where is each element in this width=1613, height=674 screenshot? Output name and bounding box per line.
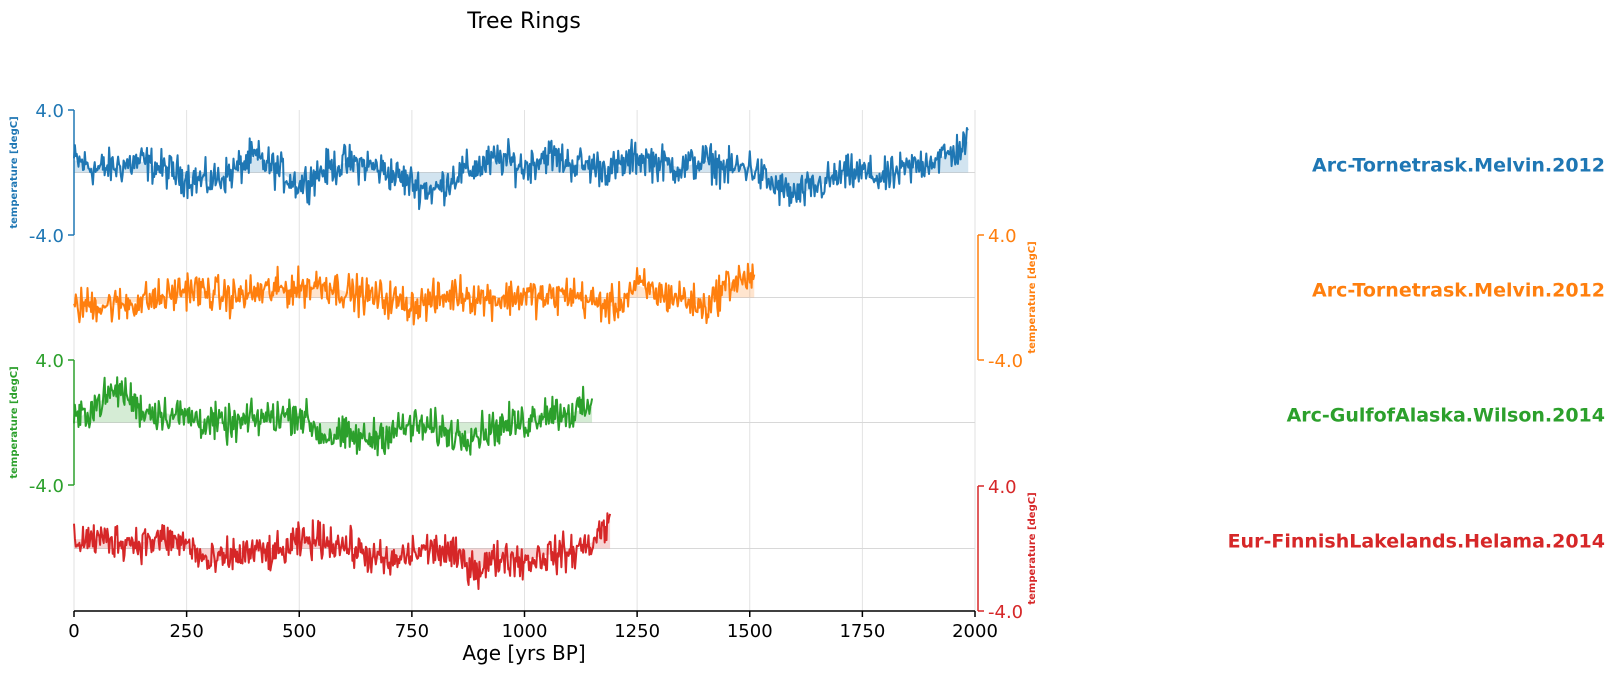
series-trend-fill: [74, 388, 593, 440]
series-line: [73, 127, 969, 211]
x-tick-label: 1000: [502, 621, 548, 642]
series-panel: 4.0 -4.0 temperature [degC] Arc-Tornetrask.…: [73, 226, 1605, 372]
series-line: [73, 262, 756, 326]
series-panel: 4.0 -4.0 temperature [degC] Arc-Tornetrask.…: [9, 101, 1605, 247]
series-name-label: Eur-FinnishLakelands.Helama.2014: [1228, 531, 1605, 553]
panels: 4.0 -4.0 temperature [degC] Arc-Tornetrask.…: [9, 101, 1605, 623]
series-trend-fill: [74, 520, 611, 569]
x-tick-label: 1500: [727, 621, 773, 642]
series-trend-fill: [74, 275, 755, 309]
y-tick-label: -4.0: [988, 351, 1023, 372]
y-tick-label: 4.0: [35, 351, 64, 372]
y-axis-label: temperature [degC]: [9, 116, 20, 228]
grid: [73, 110, 976, 611]
y-tick-label: -4.0: [29, 476, 64, 497]
y-axis-label: temperature [degC]: [1027, 241, 1038, 353]
x-tick-label: 2000: [952, 621, 998, 642]
y-axis-label: temperature [degC]: [9, 366, 20, 478]
x-tick-label: 1750: [839, 621, 885, 642]
x-tick-label: 0: [68, 621, 79, 642]
x-tick-label: 500: [282, 621, 316, 642]
x-tick-label: 250: [169, 621, 203, 642]
y-axis-label: temperature [degC]: [1027, 492, 1038, 604]
series-name-label: Arc-Tornetrask.Melvin.2012: [1312, 280, 1605, 302]
x-axis-label: Age [yrs BP]: [462, 641, 585, 665]
series-panel: 4.0 -4.0 temperature [degC] Arc-GulfofAlask…: [9, 351, 1605, 497]
x-tick-label: 1250: [614, 621, 660, 642]
chart-title: Tree Rings: [466, 9, 581, 34]
y-tick-label: 4.0: [988, 226, 1017, 247]
series-name-label: Arc-Tornetrask.Melvin.2012: [1312, 155, 1605, 177]
series-panel: 4.0 -4.0 temperature [degC] Eur-FinnishLake…: [73, 477, 1605, 623]
series-name-label: Arc-GulfofAlaska.Wilson.2014: [1287, 405, 1605, 427]
x-axis: 0 250 500 750 1000 1250 1500 1750 2000: [68, 610, 998, 642]
series-line: [73, 512, 612, 590]
y-tick-label: -4.0: [988, 602, 1023, 623]
y-tick-label: 4.0: [988, 477, 1017, 498]
series-line: [73, 376, 594, 457]
y-tick-label: -4.0: [29, 226, 64, 247]
y-tick-label: 4.0: [35, 101, 64, 122]
x-tick-label: 750: [395, 621, 429, 642]
